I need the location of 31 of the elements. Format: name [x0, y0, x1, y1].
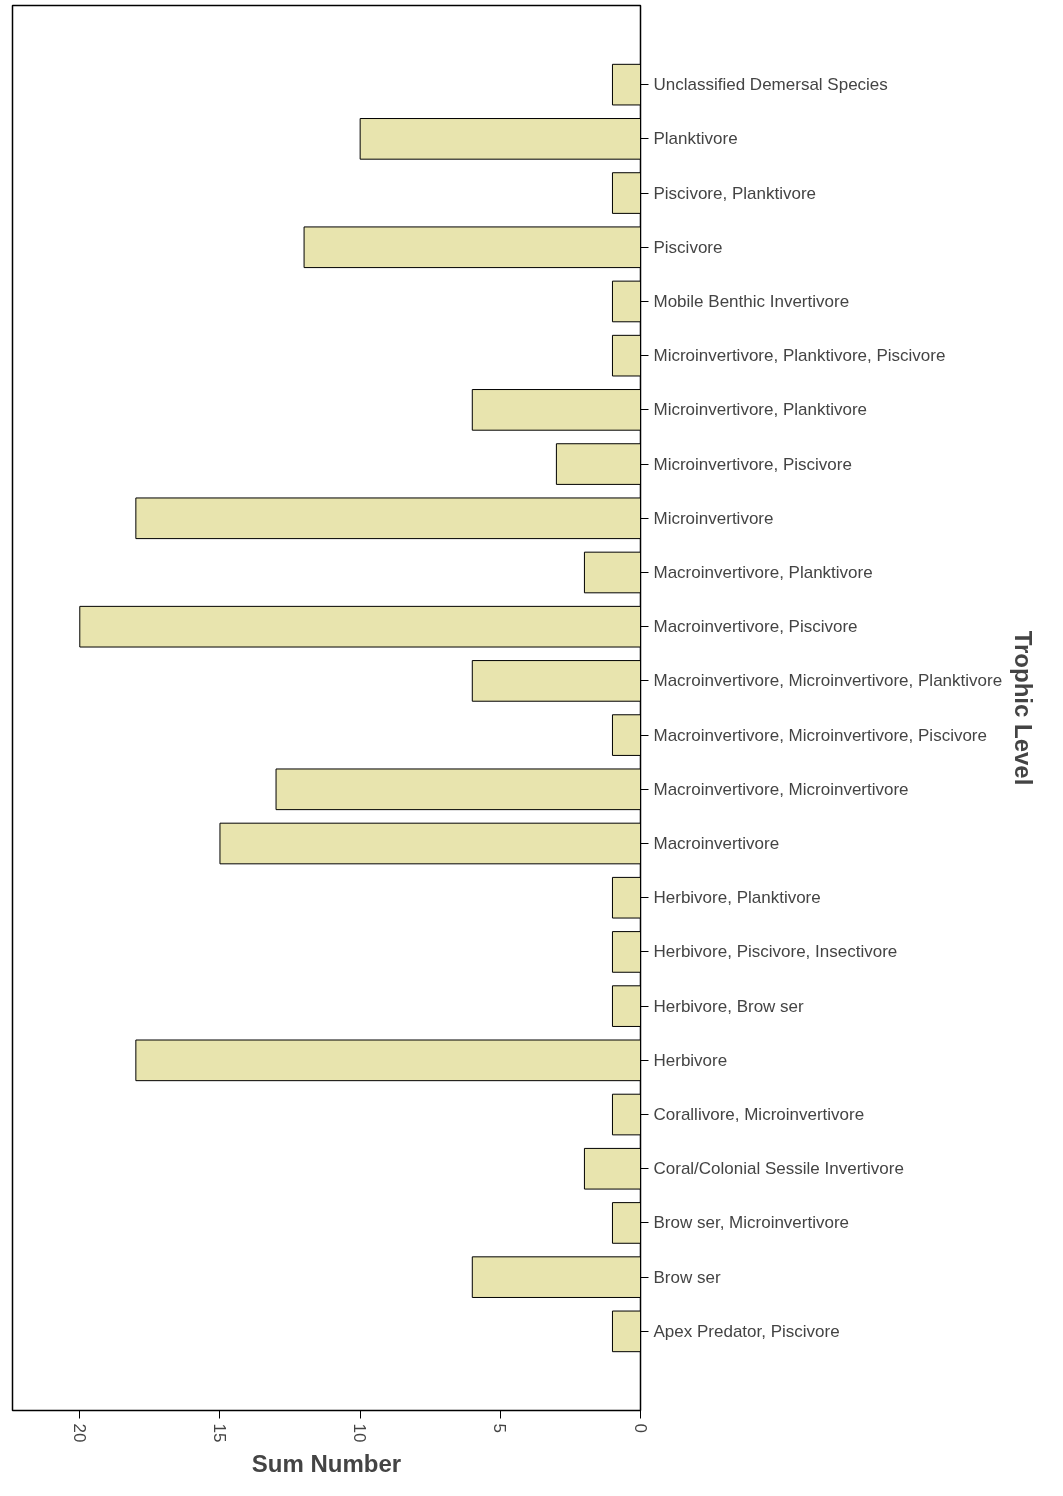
y-tick-label: Brow ser	[653, 1267, 721, 1287]
x-tick-label: 5	[490, 1423, 510, 1433]
y-tick-label: Apex Predator, Piscivore	[653, 1321, 840, 1341]
y-tick-label: Macroinvertivore, Microinvertivore, Piscivore	[653, 725, 987, 745]
y-tick-label: Microinvertivore, Piscivore	[653, 454, 852, 474]
y-tick-label: Macroinvertivore	[653, 834, 780, 854]
y-tick-label: Brow ser, Microinvertivore	[653, 1213, 850, 1233]
y-tick-label: Macroinvertivore, Piscivore	[653, 617, 858, 637]
y-tick-label: Herbivore	[653, 1050, 728, 1070]
y-tick-label: Herbivore, Planktivore	[653, 888, 821, 908]
x-tick-label: 0	[630, 1423, 650, 1433]
y-tick-label: Herbivore, Piscivore, Insectivore	[653, 942, 898, 962]
y-tick-label: Microinvertivore, Planktivore, Piscivore	[653, 346, 946, 366]
y-tick-label: Mobile Benthic Invertivore	[653, 291, 850, 311]
x-axis-title: Sum Number	[251, 1450, 402, 1478]
x-tick-label: 20	[69, 1423, 89, 1443]
y-axis-title: Trophic Level	[1010, 630, 1038, 786]
x-tick-label: 10	[350, 1423, 370, 1443]
y-tick-label: Planktivore	[653, 129, 738, 149]
y-tick-label: Corallivore, Microinvertivore	[653, 1105, 865, 1125]
y-tick-label: Unclassified Demersal Species	[653, 75, 888, 95]
y-tick-label: Piscivore	[653, 237, 723, 257]
y-tick-label: Macroinvertivore, Microinvertivore	[653, 779, 909, 799]
y-tick-label: Microinvertivore, Planktivore	[653, 400, 868, 420]
y-tick-label: Coral/Colonial Sessile Invertivore	[653, 1159, 904, 1179]
x-tick-label: 15	[209, 1423, 229, 1443]
y-tick-label: Piscivore, Planktivore	[653, 183, 817, 203]
y-tick-label: Herbivore, Brow ser	[653, 996, 805, 1016]
y-tick-label: Microinvertivore	[653, 508, 774, 528]
y-tick-label: Macroinvertivore, Microinvertivore, Planktivore	[653, 671, 1003, 691]
y-tick-label: Macroinvertivore, Planktivore	[653, 562, 873, 582]
